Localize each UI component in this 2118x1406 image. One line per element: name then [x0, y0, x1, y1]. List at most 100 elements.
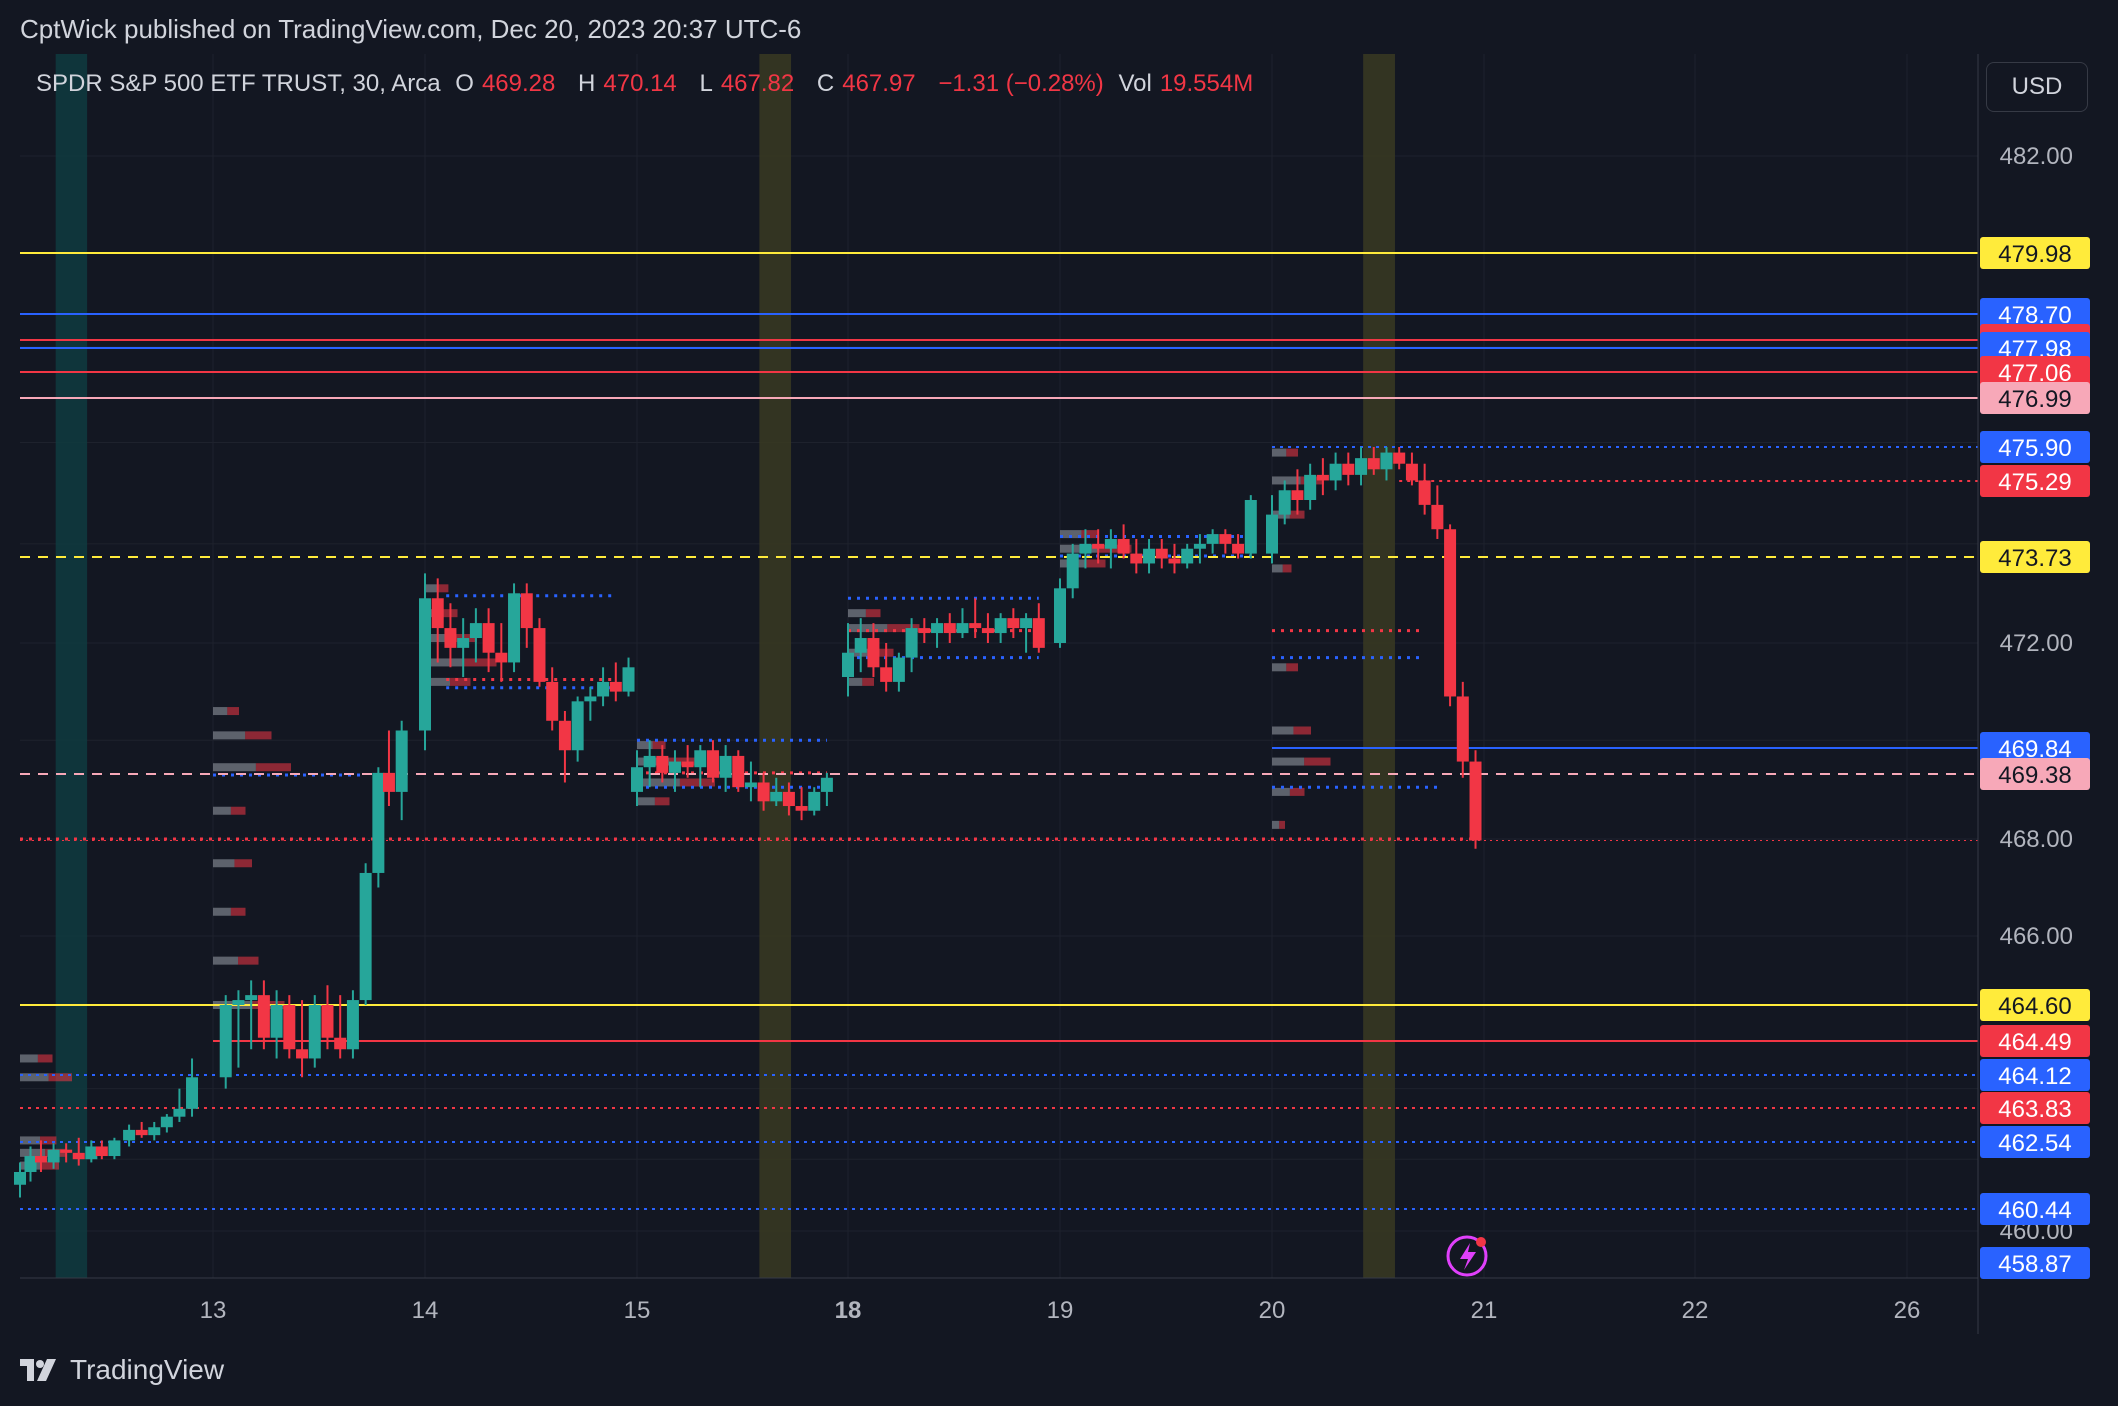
- candle-body-45: [609, 681, 622, 692]
- y-tick-label-1: 472.00: [2000, 630, 2073, 657]
- price-tag-label-5: 476.99: [1998, 386, 2071, 413]
- candle-body-4: [60, 1149, 73, 1153]
- candle-body-57: [757, 782, 770, 802]
- open-label: O: [455, 70, 474, 97]
- volume-profile-4-down-1: [873, 648, 894, 657]
- candle-body-51: [681, 761, 694, 768]
- volume-profile-1-up-1: [213, 956, 239, 965]
- candle-body-92: [1219, 534, 1232, 544]
- volume-profile-2-down-0: [450, 677, 471, 686]
- candle-body-17: [245, 995, 258, 1001]
- candle-body-21: [296, 1049, 309, 1059]
- candle-body-62: [820, 777, 833, 792]
- volume-profile-2-down-1: [464, 658, 497, 667]
- candle-body-43: [584, 696, 597, 702]
- alert-lightning-icon: [1446, 1235, 1488, 1277]
- candle-body-67: [892, 657, 905, 682]
- session-band-0: [55, 54, 88, 1278]
- volume-profile-4-up-3: [848, 609, 866, 618]
- price-tag-16: [1980, 1193, 2090, 1225]
- volume-profile-1-down-7: [227, 707, 239, 716]
- candle-body-70: [931, 623, 944, 634]
- candle-body-106: [1405, 463, 1418, 481]
- candle-body-27: [372, 772, 385, 873]
- volume-profile-0-up-1: [20, 1148, 46, 1157]
- chart-svg[interactable]: 482.00472.00468.00466.00460.00479.98478.…: [0, 54, 2118, 1334]
- candle-body-76: [1007, 618, 1020, 629]
- candle-body-63: [842, 652, 854, 678]
- price-tag-10: [1980, 758, 2090, 790]
- session-band-1: [759, 54, 792, 1278]
- candle-body-24: [334, 1037, 347, 1050]
- high-label: H: [578, 70, 596, 97]
- price-tag-label-8: 473.73: [1998, 545, 2071, 572]
- volume-profile-1-up-7: [213, 707, 228, 716]
- plot-background: [20, 54, 1978, 1278]
- price-tag-9: [1980, 732, 2090, 764]
- volume-profile-6-down-2: [1304, 757, 1331, 766]
- candle-body-34: [469, 623, 482, 639]
- close-value: 467.97: [842, 70, 916, 97]
- candle-body-47: [631, 767, 643, 792]
- candle-body-81: [1079, 543, 1092, 554]
- candle-body-96: [1278, 490, 1291, 515]
- candle-body-73: [969, 623, 982, 629]
- volume-profile-3-down-3: [652, 741, 666, 750]
- candle-body-1: [24, 1156, 37, 1172]
- candle-body-5: [72, 1152, 85, 1160]
- candle-body-85: [1130, 553, 1143, 564]
- candle-body-93: [1232, 543, 1245, 554]
- candle-body-26: [359, 872, 372, 1001]
- volume-profile-3-down-1: [679, 778, 715, 787]
- price-tag-label-6: 475.90: [1998, 435, 2071, 462]
- price-chart[interactable]: 482.00 472.00 468.00 466.00 460.00 479.98 478.…: [0, 54, 2118, 1334]
- volume-profile-3-up-3: [637, 741, 653, 750]
- volume-profile-4-down-0: [862, 677, 874, 686]
- candle-body-52: [694, 750, 707, 768]
- volume-profile-0-down-2: [40, 1136, 57, 1145]
- volume-profile-6-down-1: [1289, 787, 1305, 796]
- volume-profile-1-down-3: [234, 859, 252, 868]
- candle-body-66: [880, 667, 893, 682]
- volume-profile-4-down-3: [865, 609, 881, 618]
- candle-body-12: [160, 1116, 173, 1128]
- volume-profile-6-down-8: [1286, 448, 1298, 457]
- volume-profile-1-down-4: [230, 806, 246, 815]
- volume-profile-0-up-3: [20, 1073, 49, 1082]
- candle-body-87: [1155, 548, 1168, 559]
- currency-button[interactable]: USD: [1986, 62, 2088, 112]
- price-tag-4: [1980, 356, 2090, 388]
- candle-body-80: [1066, 553, 1079, 589]
- ohlc-legend: SPDR S&P 500 ETF TRUST, 30, Arca O 469.28…: [36, 70, 1269, 98]
- candle-body-39: [533, 628, 546, 682]
- price-tag-6: [1980, 431, 2090, 463]
- x-tick-label-0: 13: [200, 1297, 227, 1324]
- volume-profile-0-down-4: [37, 1054, 53, 1063]
- footer-brand[interactable]: TradingView: [20, 1354, 224, 1386]
- price-tag-label-0: 479.98: [1998, 241, 2071, 268]
- candle-body-109: [1444, 529, 1457, 697]
- x-tick-label-7: 22: [1682, 1297, 1709, 1324]
- volume-profile-1-down-1: [238, 956, 259, 965]
- price-tag-label-11: 464.60: [1998, 993, 2071, 1020]
- candle-body-74: [981, 628, 994, 634]
- candle-body-30: [419, 598, 431, 731]
- candle-body-88: [1168, 558, 1181, 564]
- candle-body-69: [918, 628, 931, 634]
- candle-body-107: [1418, 480, 1431, 505]
- candle-body-6: [85, 1146, 98, 1160]
- x-tick-label-4: 19: [1047, 1297, 1074, 1324]
- volume-profile-3-down-0: [654, 797, 670, 806]
- price-tag-label-15: 462.54: [1998, 1130, 2071, 1157]
- volume-profile-5-down-0: [1085, 559, 1106, 568]
- price-tag-label-14: 463.83: [1998, 1096, 2071, 1123]
- candle-body-89: [1181, 548, 1194, 564]
- candle-body-46: [622, 667, 635, 692]
- y-tick-label-2: 468.00: [2000, 826, 2073, 853]
- low-value: 467.82: [720, 70, 795, 97]
- price-tag-label-12: 464.49: [1998, 1029, 2071, 1056]
- candle-body-105: [1393, 452, 1406, 464]
- volume-profile-6-down-3: [1293, 726, 1311, 735]
- volume-profile-1-down-2: [230, 907, 246, 916]
- x-tick-label-2: 15: [624, 1297, 651, 1324]
